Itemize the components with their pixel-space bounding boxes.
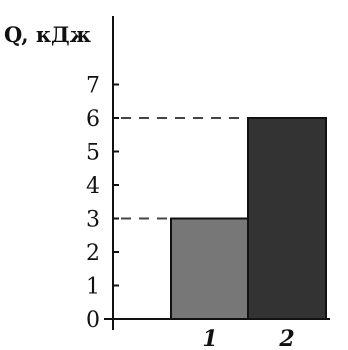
- bar-1: [170, 217, 249, 320]
- y-tick-label: 4: [86, 174, 100, 199]
- bars: [170, 117, 327, 320]
- x-tick-label: 1: [202, 326, 217, 350]
- y-tick-label: 3: [86, 208, 100, 233]
- y-tick-label: 0: [86, 308, 100, 333]
- x-tick-label: 2: [278, 326, 294, 350]
- y-tick-label: 7: [86, 74, 100, 99]
- y-axis-title: Q, кДж: [4, 22, 91, 47]
- y-tick-label: 6: [86, 107, 100, 132]
- reference-lines: [121, 117, 248, 220]
- y-tick-label: 5: [86, 141, 100, 166]
- y-tick-label: 1: [86, 275, 100, 300]
- y-ticks: 0 1 2 3 4 5 6 7: [86, 74, 119, 333]
- bar-2: [247, 117, 327, 320]
- y-tick-label: 2: [86, 241, 100, 266]
